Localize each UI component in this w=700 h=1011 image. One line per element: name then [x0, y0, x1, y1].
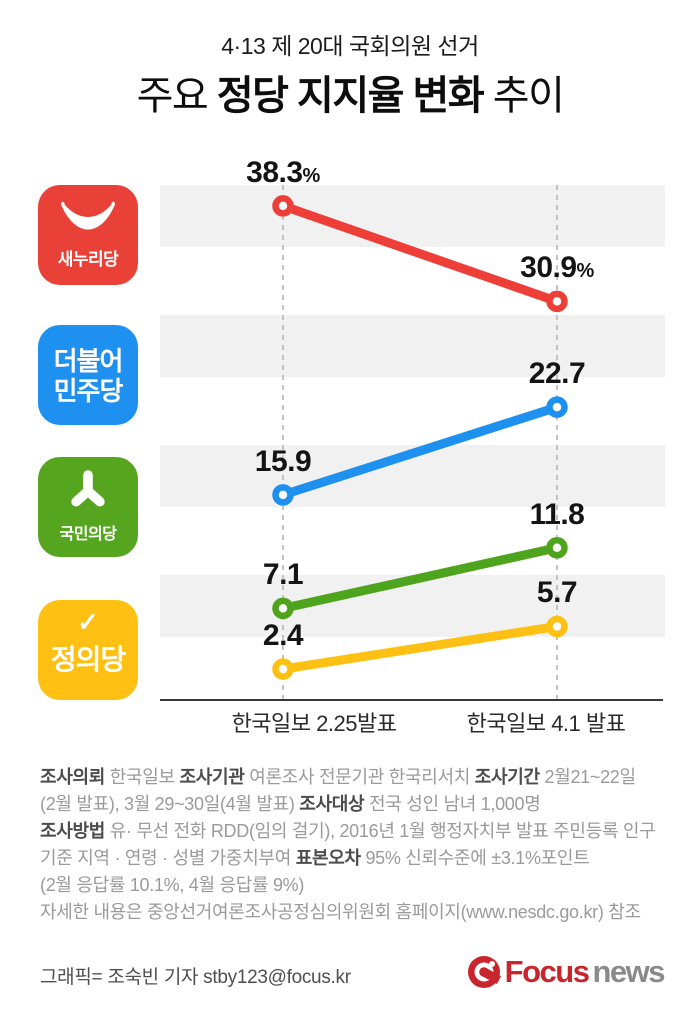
chart-title-pre: 주요 — [136, 74, 217, 118]
survey-note-line: 자세한 내용은 중앙선거여론조사공정심의위원회 홈페이지(www.nesdc.g… — [40, 902, 641, 922]
value-label-saenuri-start: 38.3% — [246, 155, 320, 189]
party-icon-minjoo: 더불어 민주당 — [38, 325, 138, 425]
chart-title-emphasis: 정당 지지율 변화 — [216, 74, 485, 118]
survey-note-line: (2월 응답률 10.1%, 4월 응답률 9%) — [40, 875, 305, 895]
brand-logo: Focus news — [467, 954, 665, 989]
survey-note-line: 기준 지역 · 연령 · 성별 가중치부여 표본오차 95% 신뢰수준에 ±3.… — [40, 848, 590, 868]
chart-title-post: 추이 — [483, 74, 565, 118]
bowl-icon — [38, 199, 138, 235]
party-icon-justice: ✓ 정의당 — [38, 600, 138, 700]
party-label-line2: 민주당 — [53, 376, 124, 406]
brand-name-primary: Focus — [504, 954, 590, 989]
plot-band — [160, 575, 665, 637]
survey-note-line: 조사방법 유· 무선 전화 RDD(임의 걸기), 2016년 1월 행정자치부… — [40, 821, 656, 841]
value-label-peoples-start: 7.1 — [262, 558, 304, 592]
x-axis-line — [160, 699, 663, 701]
chart-subtitle: 4·13 제 20대 국회의원 선거 — [221, 33, 479, 59]
brand-name-secondary: news — [592, 954, 665, 989]
survey-note-line: 조사의뢰 한국일보 조사기관 여론조사 전문기관 한국리서치 조사기간 2월21… — [40, 767, 636, 787]
value-label-minjoo-end: 22.7 — [528, 357, 586, 391]
x-axis-label-1: 한국일보 2.25발표 — [231, 711, 397, 736]
survey-notes: 조사의뢰 한국일보 조사기관 여론조사 전문기관 한국리서치 조사기간 2월21… — [40, 764, 665, 926]
person-icon — [38, 467, 138, 515]
chart-title: 주요 정당 지지율 변화 추이 — [0, 63, 700, 121]
party-icon-peoples: 국민의당 — [38, 457, 138, 557]
party-label: 국민의당 — [59, 526, 117, 543]
party-label: 정의당 — [50, 644, 126, 675]
graphic-credit: 그래픽= 조숙빈 기자 stby123@focus.kr — [40, 967, 351, 988]
plot-band — [160, 445, 665, 507]
party-label: 새누리당 — [57, 250, 119, 269]
party-icon-saenuri: 새누리당 — [38, 185, 138, 285]
checkmark-icon: ✓ — [77, 607, 99, 637]
value-label-peoples-end: 11.8 — [529, 497, 585, 531]
focus-swirl-icon — [467, 955, 501, 989]
plot-band — [160, 185, 665, 247]
value-label-justice-end: 5.7 — [536, 576, 578, 610]
value-label-justice-start: 2.4 — [262, 619, 304, 653]
party-label-line1: 더불어 — [53, 346, 124, 376]
value-label-minjoo-start: 15.9 — [254, 444, 312, 478]
plot-band — [160, 315, 665, 377]
survey-note-line: (2월 발표), 3월 29~30일(4월 발표) 조사대상 전국 성인 남녀 … — [40, 794, 541, 814]
x-axis-label-2: 한국일보 4.1 발표 — [466, 711, 626, 736]
value-label-saenuri-end: 30.9% — [520, 251, 594, 285]
